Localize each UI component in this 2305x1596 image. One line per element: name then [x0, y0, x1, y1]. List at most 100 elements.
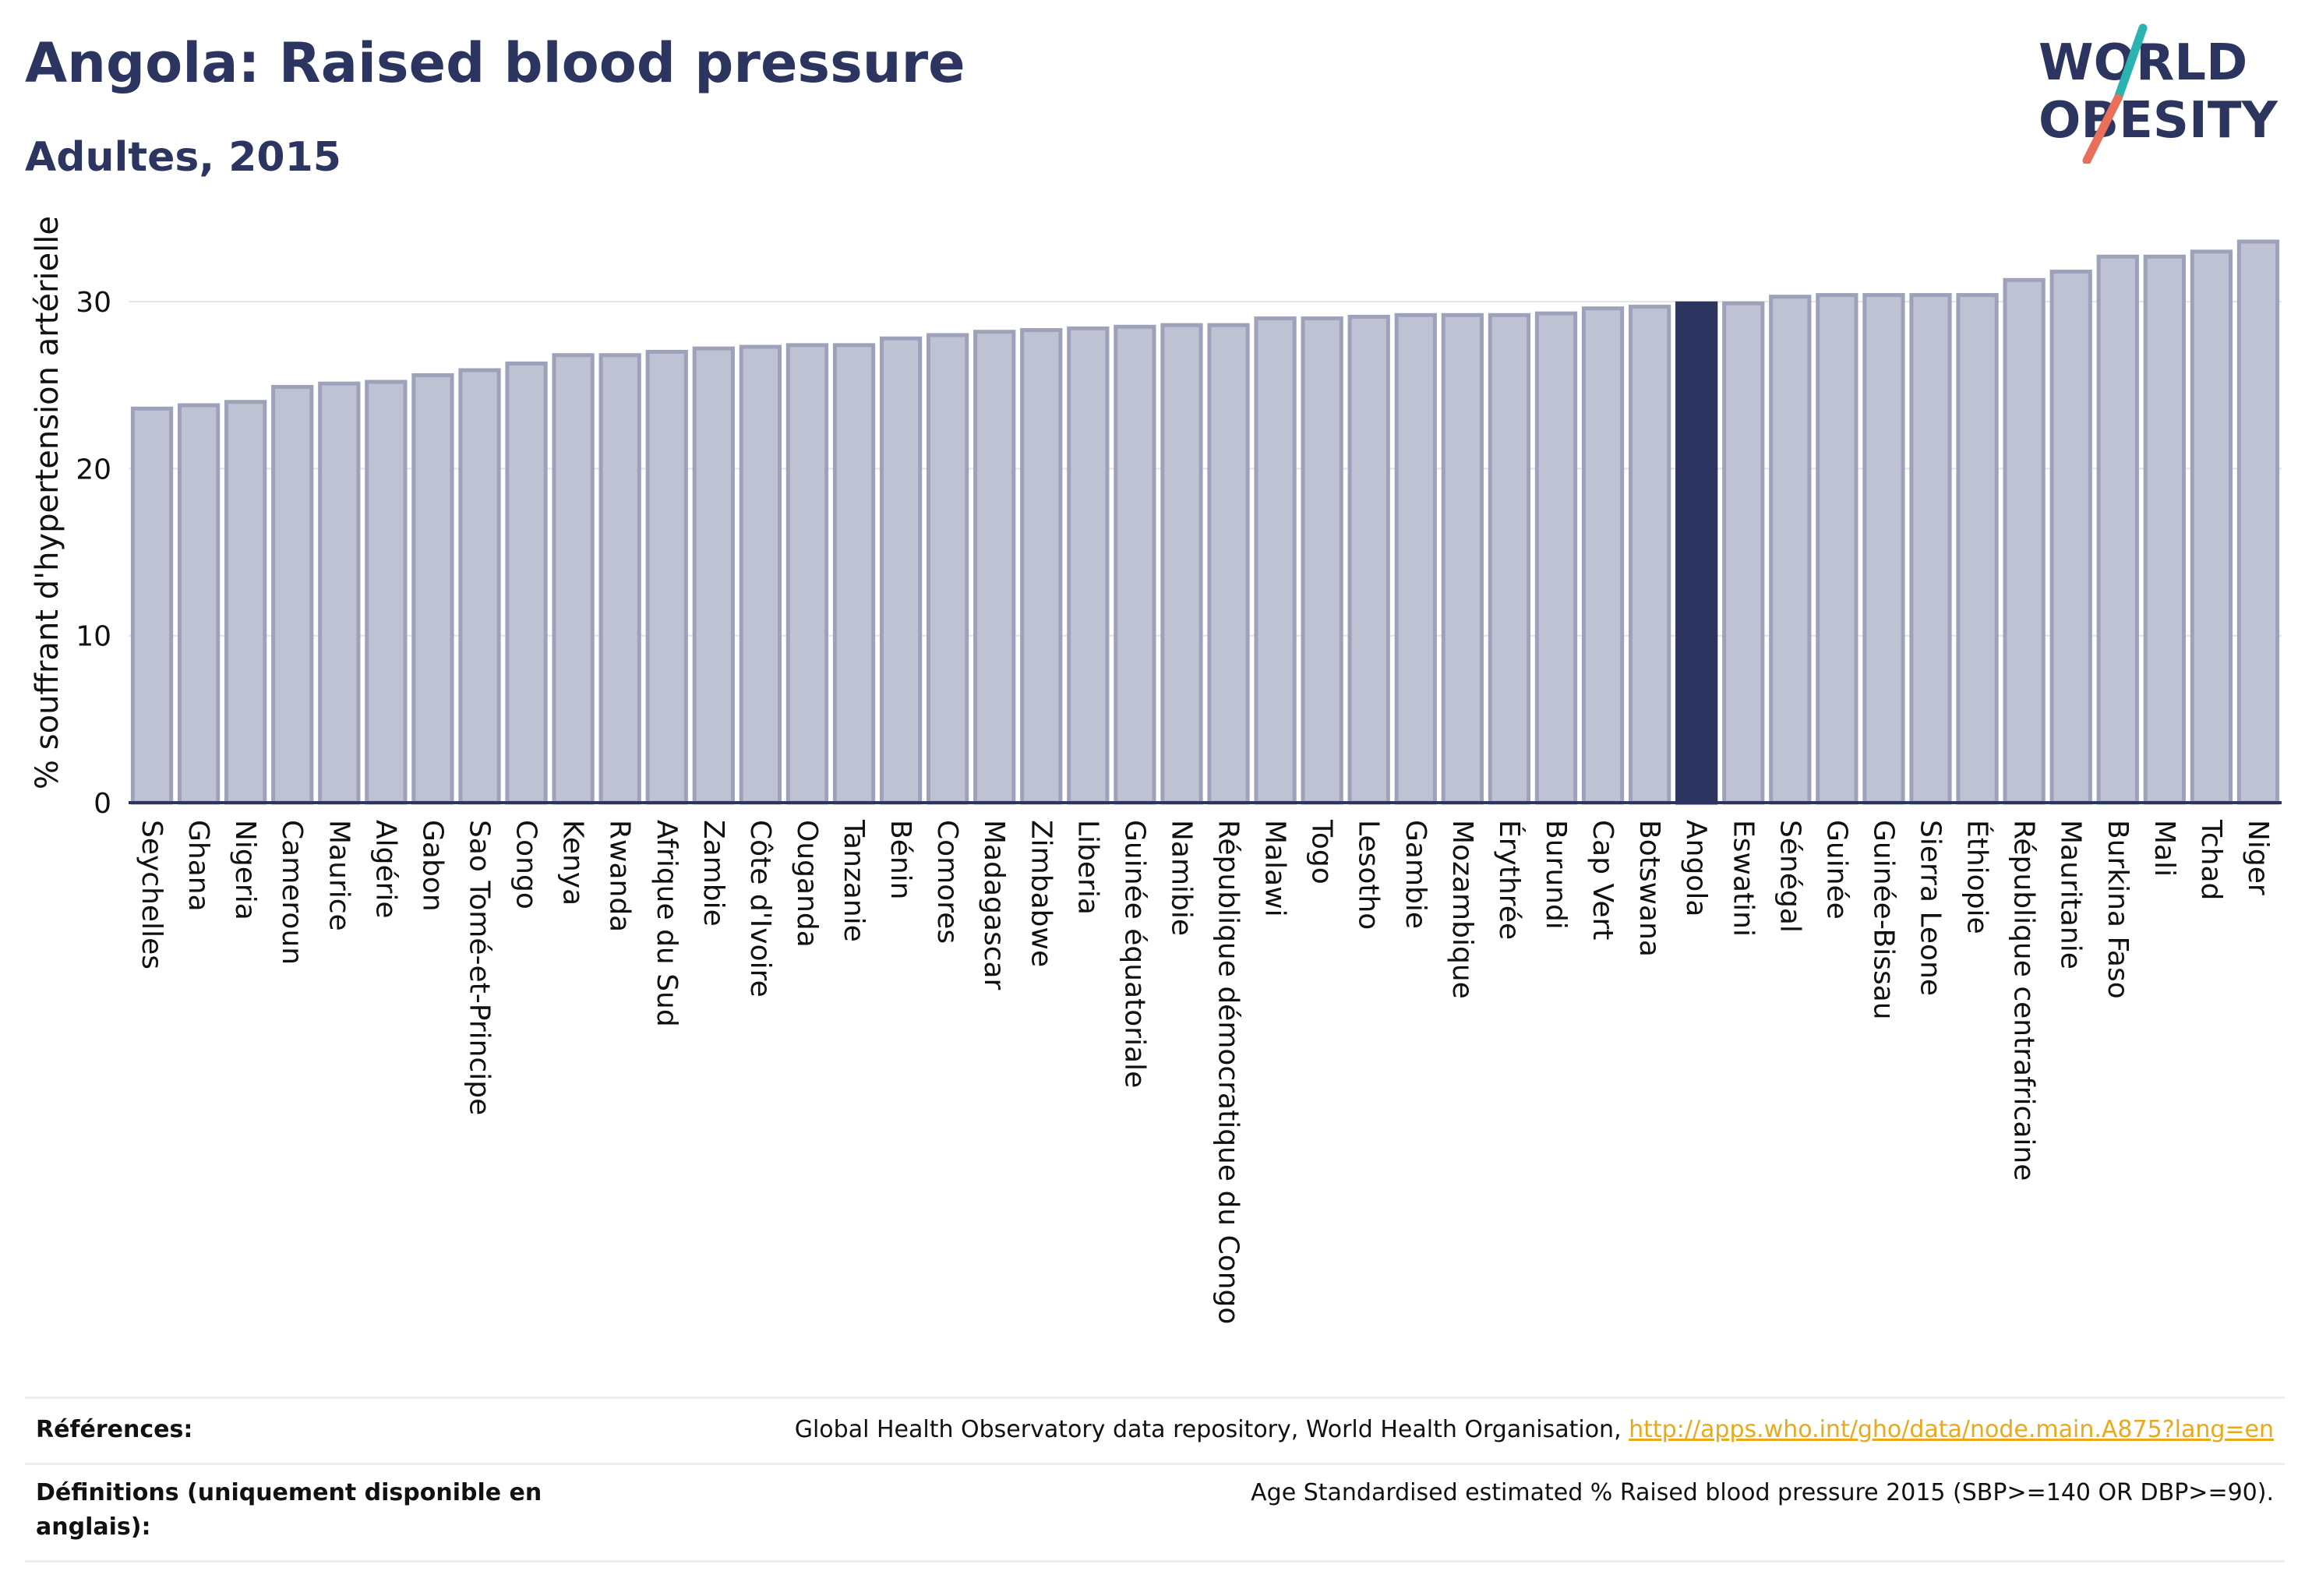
category-label: Tanzanie: [838, 819, 870, 942]
logo-line2: OBESITY: [2038, 92, 2278, 150]
bar: [692, 346, 735, 805]
bar: [1628, 305, 1671, 805]
category-label: Sénégal: [1774, 820, 1806, 933]
category-label: Gambie: [1400, 820, 1431, 929]
logo-line1: WORLD: [2038, 34, 2247, 92]
bar: [2143, 254, 2186, 805]
definitions-label: Définitions (uniquement disponible en an…: [36, 1479, 542, 1541]
bar: [927, 333, 969, 805]
category-label: Guinée: [1820, 820, 1852, 920]
bar: [130, 406, 174, 805]
category-label: Ouganda: [791, 820, 823, 948]
category-label: Comores: [931, 820, 963, 944]
bar-highlighted: [1675, 301, 1718, 805]
bar: [1020, 328, 1063, 805]
bar: [832, 343, 876, 805]
bar: [224, 400, 267, 805]
category-label: Maurice: [323, 820, 355, 931]
category-label: Mozambique: [1446, 820, 1478, 999]
category-label: Mauritanie: [2055, 820, 2087, 969]
category-label: Zimbabwe: [1025, 820, 1057, 967]
bar: [739, 344, 782, 805]
references-label: Références:: [36, 1416, 193, 1443]
bar: [1114, 324, 1156, 805]
category-label: Cameroun: [276, 820, 308, 965]
footer-table: Références: Global Health Observatory da…: [25, 1396, 2285, 1562]
bar: [2236, 239, 2280, 805]
bar: [411, 373, 454, 805]
definitions-value: Age Standardised estimated % Raised bloo…: [1251, 1479, 2274, 1506]
category-label: Burkina Faso: [2102, 820, 2134, 999]
bar: [1769, 295, 1812, 805]
logo-slash-top-icon: [2113, 23, 2148, 103]
bar: [973, 330, 1016, 805]
category-label: Lesotho: [1353, 820, 1385, 930]
category-label: Mali: [2148, 820, 2180, 877]
bar: [1581, 306, 1625, 805]
category-label: Cap Vert: [1587, 820, 1618, 940]
bar: [598, 353, 641, 805]
bar: [1909, 293, 1952, 805]
references-value: Global Health Observatory data repositor…: [795, 1413, 2274, 1447]
bar: [1394, 312, 1437, 805]
bar: [1534, 311, 1578, 805]
bar: [1347, 314, 1390, 805]
category-label: Sao Tomé-et-Principe: [463, 820, 495, 1115]
category-label: Ghana: [182, 820, 214, 912]
bar: [1207, 323, 1250, 805]
bar: [177, 403, 221, 805]
category-label: Afrique du Sud: [651, 820, 683, 1027]
bar: [1067, 326, 1110, 805]
bar: [271, 384, 314, 805]
references-row: Références: Global Health Observatory da…: [25, 1399, 2285, 1465]
y-tick-label: 0: [94, 788, 111, 820]
y-tick-label: 20: [76, 454, 111, 486]
category-label: Bénin: [884, 820, 916, 899]
category-label: Algérie: [369, 820, 401, 919]
bar: [505, 361, 548, 805]
bar: [1254, 316, 1297, 805]
category-label: Burundi: [1540, 820, 1572, 930]
y-tick-label: 30: [76, 287, 111, 319]
category-label: Sierra Leone: [1915, 820, 1947, 996]
category-label: Togo: [1306, 819, 1338, 885]
category-label: Botswana: [1633, 820, 1665, 957]
category-label: République démocratique du Congo: [1213, 820, 1244, 1324]
category-label: Eswatini: [1727, 820, 1759, 937]
category-label: Guinée équatoriale: [1118, 820, 1150, 1088]
bar: [2003, 277, 2046, 805]
bar: [552, 353, 595, 805]
bar: [1441, 312, 1484, 805]
page-title: Angola: Raised blood pressure: [25, 31, 965, 95]
y-axis-title: % souffrant d'hypertension artérielle: [30, 216, 65, 789]
page-subtitle: Adultes, 2015: [25, 134, 341, 181]
category-label: Zambie: [697, 820, 729, 927]
bar: [1862, 293, 1905, 805]
category-label: Kenya: [557, 820, 589, 906]
category-label: Côte d'Ivoire: [744, 820, 776, 998]
definitions-row: Définitions (uniquement disponible en an…: [25, 1465, 2285, 1562]
category-label: Angola: [1680, 820, 1712, 916]
bar: [458, 368, 501, 805]
category-label: Érythrée: [1493, 820, 1526, 940]
category-label: Congo: [510, 820, 542, 909]
category-label: Éthiopie: [1961, 820, 1994, 934]
category-label: Liberia: [1071, 820, 1103, 915]
bar: [2096, 254, 2139, 805]
category-label: Malawi: [1259, 820, 1291, 917]
category-label: Tchad: [2195, 819, 2227, 900]
references-link[interactable]: http://apps.who.int/gho/data/node.main.A…: [1629, 1416, 2274, 1443]
logo-slash-bottom-icon: [2082, 94, 2123, 164]
bar: [879, 336, 923, 805]
category-label: Niger: [2242, 820, 2274, 895]
bar: [1301, 316, 1343, 805]
category-label: Rwanda: [604, 820, 636, 932]
references-text: Global Health Observatory data repositor…: [794, 1416, 1629, 1443]
category-label: Namibie: [1165, 820, 1197, 936]
y-tick-label: 10: [76, 621, 111, 653]
bar: [1160, 323, 1203, 805]
bar: [2049, 270, 2092, 805]
bar: [318, 381, 361, 805]
bar: [1722, 301, 1765, 805]
bar: [2190, 249, 2233, 805]
